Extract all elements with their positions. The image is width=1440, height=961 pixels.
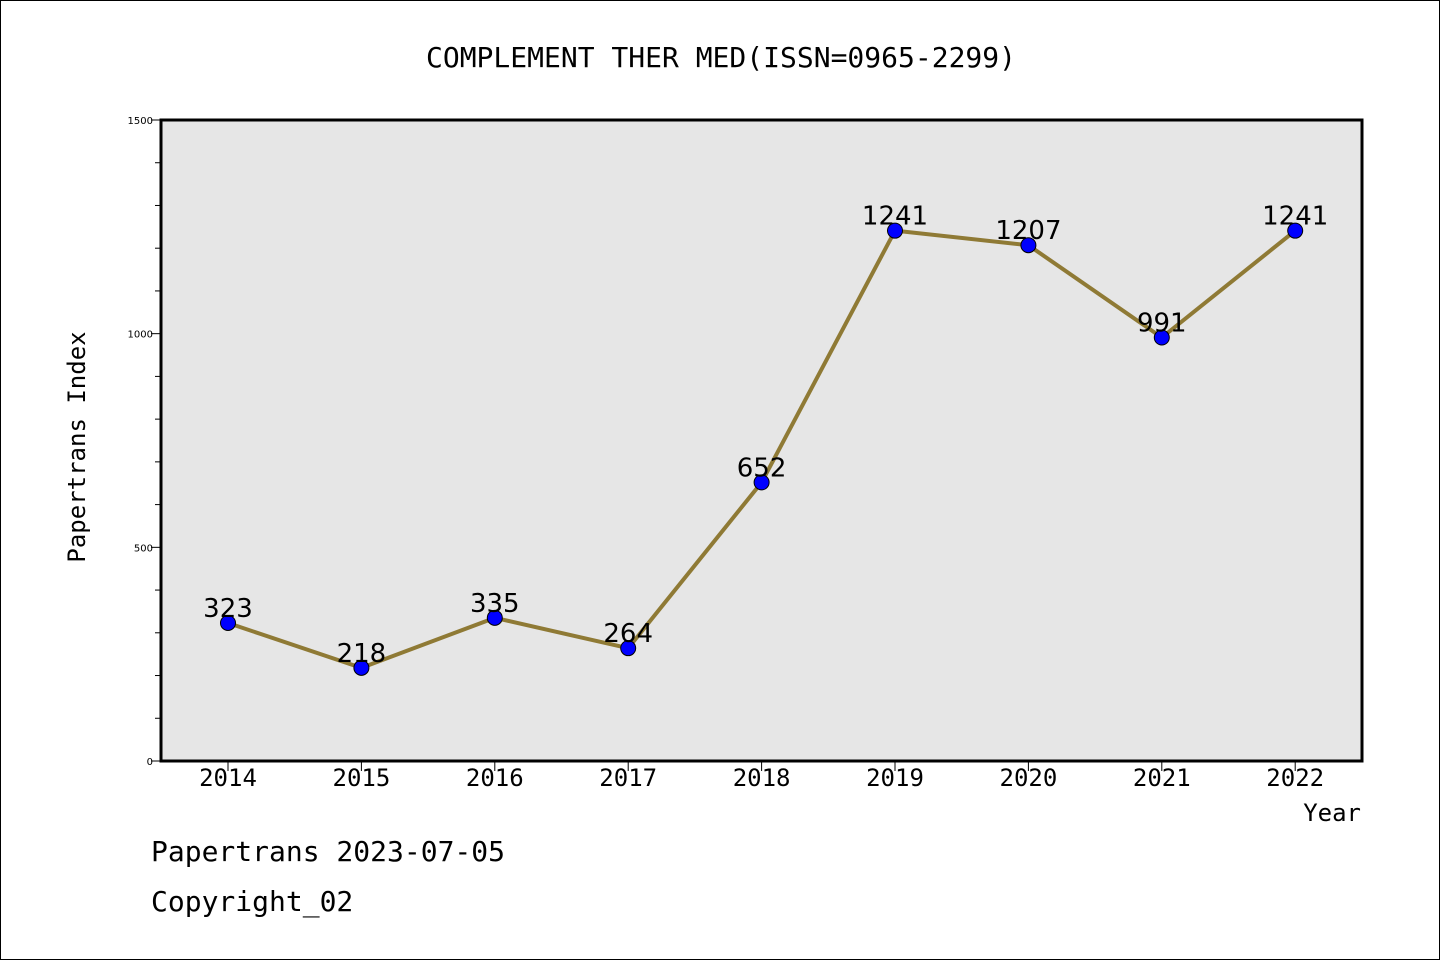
x-tick-label: 2019 bbox=[866, 764, 924, 792]
x-tick-label: 2017 bbox=[599, 764, 657, 792]
footer-date-line: Papertrans 2023-07-05 bbox=[151, 835, 506, 868]
data-label: 1241 bbox=[1262, 202, 1328, 232]
x-tick-label: 2018 bbox=[733, 764, 791, 792]
data-point bbox=[220, 614, 236, 631]
y-axis: 0 500 1000 1500 bbox=[128, 116, 161, 768]
data-point bbox=[486, 609, 503, 626]
y-tick-label: 1000 bbox=[128, 330, 153, 341]
x-tick-label: 2014 bbox=[199, 764, 257, 792]
data-point bbox=[887, 222, 903, 239]
plot-area bbox=[161, 120, 1362, 761]
data-label: 991 bbox=[1137, 309, 1187, 339]
data-markers bbox=[220, 222, 1304, 676]
x-tick-label: 2022 bbox=[1266, 764, 1324, 792]
x-tick-label: 2015 bbox=[333, 764, 391, 792]
y-tick-label: 500 bbox=[134, 543, 153, 554]
x-tick-label: 2020 bbox=[1000, 764, 1058, 792]
x-tick-label: 2016 bbox=[466, 764, 524, 792]
data-label: 335 bbox=[470, 589, 520, 619]
x-axis: 2014 2015 2016 2017 2018 2019 2020 2021 2022 bbox=[199, 761, 1324, 792]
data-label: 1241 bbox=[862, 202, 928, 232]
data-label: 264 bbox=[603, 619, 653, 649]
y-axis-title: Papertrans Index bbox=[63, 331, 91, 562]
data-point bbox=[753, 474, 770, 491]
chart-title: COMPLEMENT THER MED(ISSN=0965-2299) bbox=[426, 41, 1016, 74]
x-tick-label: 2021 bbox=[1133, 764, 1191, 792]
x-axis-title: Year bbox=[1303, 799, 1361, 827]
data-labels: 323 218 335 264 652 1241 1207 991 1241 bbox=[203, 202, 1328, 669]
data-point bbox=[353, 659, 370, 676]
y-tick-label: 1500 bbox=[128, 116, 153, 127]
data-label: 1207 bbox=[995, 216, 1061, 246]
data-label: 652 bbox=[737, 453, 787, 483]
data-label: 323 bbox=[203, 594, 253, 624]
plot-border bbox=[159, 118, 1364, 763]
footer-copyright-line: Copyright_02 bbox=[151, 885, 354, 918]
data-point bbox=[1020, 237, 1037, 254]
data-point bbox=[1153, 329, 1170, 346]
data-label: 218 bbox=[337, 639, 387, 669]
data-point bbox=[620, 640, 637, 657]
y-tick-label: 0 bbox=[147, 757, 153, 768]
data-point bbox=[1287, 222, 1304, 239]
